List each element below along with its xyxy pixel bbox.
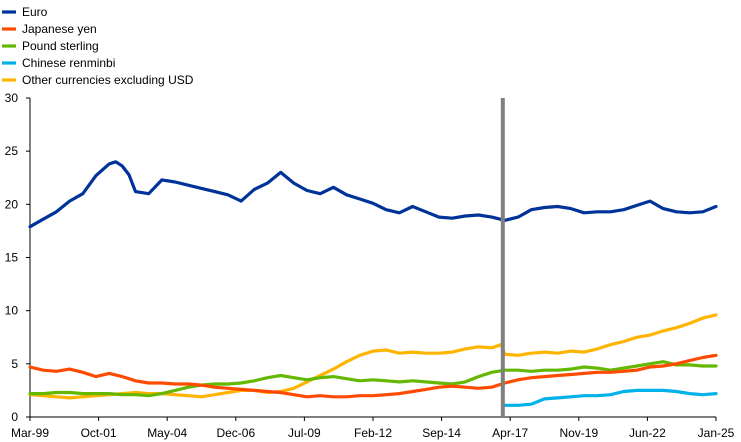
y-tick-label: 25: [5, 144, 19, 158]
y-tick-label: 15: [5, 251, 19, 265]
x-tick-label: Dec-06: [216, 426, 255, 440]
legend-label: Chinese renminbi: [22, 56, 115, 70]
y-tick-label: 30: [5, 91, 19, 105]
series-line-1: [28, 353, 718, 399]
y-tick-label: 20: [5, 197, 19, 211]
x-tick-label: May-04: [147, 426, 187, 440]
y-tick-label: 5: [11, 357, 18, 371]
x-tick-label: Jan-25: [698, 426, 735, 440]
x-tick-label: Apr-17: [492, 426, 528, 440]
series-line-2: [28, 360, 718, 398]
series-line-4: [28, 313, 718, 400]
legend-label: Euro: [22, 5, 48, 19]
legend-label: Pound sterling: [22, 39, 99, 53]
y-tick-label: 10: [5, 304, 19, 318]
series-line-0: [28, 160, 718, 229]
x-tick-label: Jul-09: [288, 426, 321, 440]
x-tick-label: Nov-19: [559, 426, 598, 440]
x-tick-label: Feb-12: [354, 426, 392, 440]
legend-label: Other currencies excluding USD: [22, 73, 194, 87]
x-axis: Mar-99 Oct-01 May-04 Dec-06 Jul-09 Feb-12 Sep-…: [11, 416, 735, 440]
y-tick-label: 0: [11, 410, 18, 424]
x-tick-label: Mar-99: [11, 426, 49, 440]
y-axis: 0 5 10 15 20 25 30: [5, 91, 31, 424]
x-tick-label: Sep-14: [422, 426, 461, 440]
x-tick-label: Jun-22: [629, 426, 666, 440]
x-tick-label: Oct-01: [81, 426, 117, 440]
series-line-3: [503, 388, 718, 407]
legend: Euro Japanese yen Pound sterling Chinese re…: [2, 5, 194, 87]
plot-area: [28, 98, 718, 417]
legend-label: Japanese yen: [22, 22, 97, 36]
